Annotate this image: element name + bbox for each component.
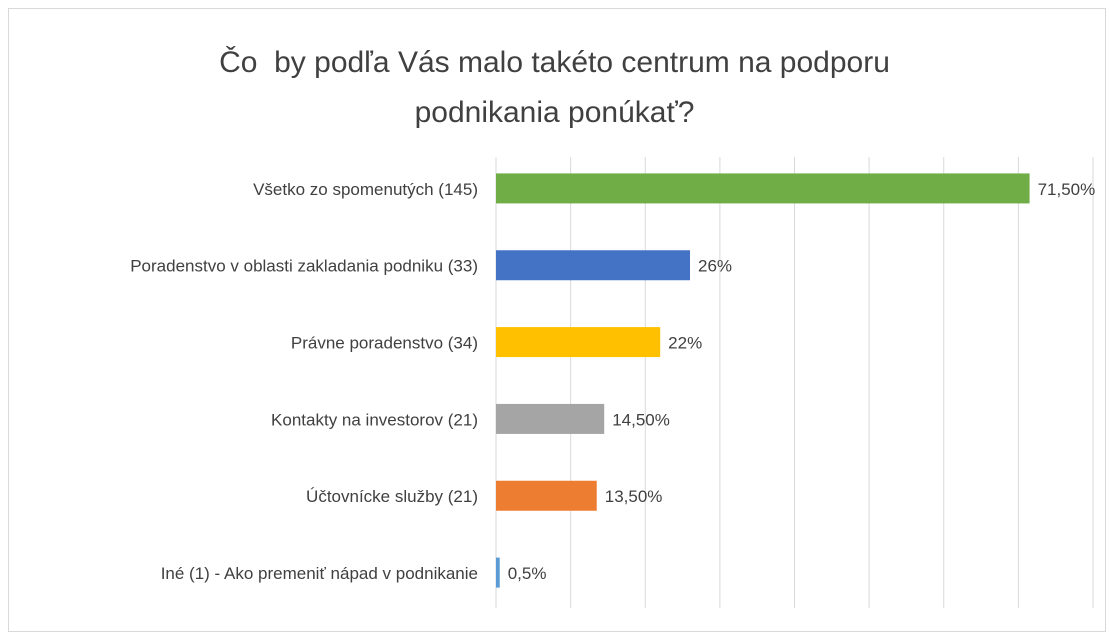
- y-tick-label: Všetko zo spomenutých (145): [253, 180, 478, 199]
- chart-title: Čo by podľa Vás malo takéto centrum na p…: [219, 46, 890, 129]
- y-tick-label: Kontakty na investorov (21): [271, 410, 478, 429]
- bar: [496, 173, 1030, 204]
- bar: [496, 403, 605, 434]
- value-label: 26%: [698, 257, 732, 276]
- y-tick-label: Iné (1) - Ako premeniť nápad v podnikani…: [161, 564, 478, 583]
- bar: [496, 327, 661, 358]
- chart-border: [8, 8, 1106, 632]
- value-label: 0,5%: [508, 564, 547, 583]
- value-label: 22%: [668, 334, 702, 353]
- bar: [496, 250, 691, 281]
- value-label: 14,50%: [612, 410, 670, 429]
- bar: [496, 557, 500, 588]
- y-tick-label: Právne poradenstvo (34): [291, 334, 478, 353]
- bar: [496, 480, 597, 511]
- y-tick-label: Účtovnícke služby (21): [306, 487, 478, 506]
- value-label: 71,50%: [1038, 180, 1096, 199]
- y-tick-label: Poradenstvo v oblasti zakladania podniku…: [130, 257, 478, 276]
- value-label: 13,50%: [605, 487, 663, 506]
